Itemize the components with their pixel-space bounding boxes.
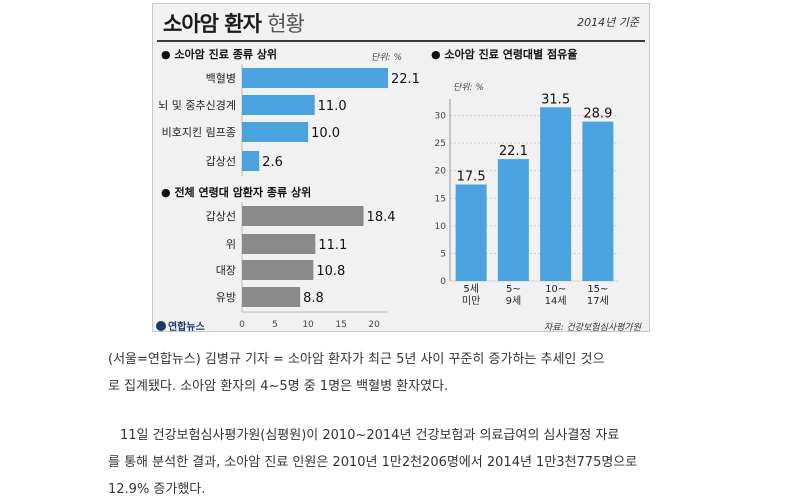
chart1-category-label: 비호지킨 림프종 [162,126,236,139]
chart3-y-tick-label: 20 [435,167,447,177]
chart1-value-label: 11.0 [318,99,347,114]
chart3-category-label: 5세 [463,283,479,295]
chart1-unit-label: 단위: % [371,53,403,63]
chart3-category-label: 15~ [587,284,608,295]
caption-line: (서울=연합뉴스) 김병규 기자 = 소아암 환자가 최근 5년 사이 꾸준히 … [108,352,605,367]
chart1-bar [242,151,260,171]
source-label: 자료: 건강보험심사평가원 [544,323,641,333]
chart3-value-label: 17.5 [457,169,486,184]
caption-paragraph-2: 11일 건강보험심사평가원(심평원)이 2010~2014년 건강보험과 의료급… [108,422,708,503]
chart1-category-label: 뇌 및 중추신경계 [158,99,236,112]
caption-line: 12.9% 증가했다. [108,482,206,497]
chart3-category-label: 14세 [545,295,567,307]
chart2-category-label: 유방 [216,291,236,304]
caption-line: 를 통해 분석한 결과, 소아암 진료 인원은 2010년 1만2천206명에서… [108,455,638,470]
logo-mark-icon [156,321,166,331]
charts-svg: 백혈병 22.1 뇌 및 중추신경계 11.0 비호지킨 림프종 10.0 갑상선 2.6 갑상… [158,64,619,330]
chart3-category-label: 9세 [506,295,522,307]
chart3-bar [582,121,614,281]
caption-paragraph-1: (서울=연합뉴스) 김병규 기자 = 소아암 환자가 최근 5년 사이 꾸준히 … [108,346,708,400]
chart2-bar [242,287,301,307]
chart3-title: ● 소아암 진료 연령대별 점유율 [431,48,578,61]
chart3-bar [497,159,529,281]
caption-line: 11일 건강보험심사평가원(심평원)이 2010~2014년 건강보험과 의료급… [120,428,620,443]
basis-year-label: 2014년 기준 [577,16,639,29]
chart1-category-label: 백혈병 [206,71,236,85]
infographic-panel: 소아암 환자 현황 2014년 기준 ● 소아암 진료 종류 상위 단위: % … [152,3,650,333]
chart3-unit-label: 단위: % [453,83,485,93]
article-caption: (서울=연합뉴스) 김병규 기자 = 소아암 환자가 최근 5년 사이 꾸준히 … [108,346,708,503]
chart3-y-tick-label: 5 [440,249,446,259]
title-divider [157,40,645,42]
chart3-value-label: 28.9 [583,107,612,122]
title-main: 소아암 환자 [163,12,262,36]
chart2-value-label: 18.4 [367,210,396,225]
chart3-category-label: 5~ [506,284,521,295]
chart2-x-tick-label: 15 [335,320,346,330]
chart2-value-label: 10.8 [316,264,345,279]
chart3-y-tick-label: 10 [435,222,447,232]
chart3-bar [540,107,572,281]
chart2-x-tick-label: 10 [302,320,314,330]
chart2-value-label: 8.8 [303,291,324,306]
chart2-category-label: 갑상선 [206,210,236,223]
chart2-bar [242,234,316,254]
chart3-y-tick-label: 0 [440,277,446,287]
chart2-title: ● 전체 연령대 암환자 종류 상위 [161,186,312,199]
chart3-category-label: 17세 [587,295,609,307]
chart2-bar [242,260,314,280]
chart3-value-label: 31.5 [541,92,570,107]
infographic-title: 소아암 환자 현황 [163,8,305,38]
chart3-bar [455,184,487,281]
chart1-bar [242,122,309,142]
chart1-bar [242,68,388,88]
chart1-value-label: 22.1 [391,72,420,87]
chart3-category-label: 10~ [545,284,566,295]
chart3-y-tick-label: 25 [435,139,446,149]
chart3-category-label: 미만 [462,295,480,307]
chart2-bar [242,206,364,226]
title-light: 현황 [267,12,305,36]
chart1-value-label: 2.6 [262,155,283,170]
chart3-y-tick-label: 15 [435,194,446,204]
chart2-x-tick-label: 20 [368,320,380,330]
chart1-title: ● 소아암 진료 종류 상위 [161,48,278,61]
chart2-category-label: 위 [226,238,236,251]
chart3-value-label: 22.1 [499,144,528,159]
chart2-value-label: 11.1 [318,238,347,253]
caption-line: 로 집계됐다. 소아암 환자의 4~5명 중 1명은 백혈병 환자였다. [108,379,449,394]
chart2-x-tick-label: 5 [272,320,278,330]
chart2-x-tick-label: 0 [239,320,245,330]
yonhap-logo: 연합뉴스 [156,318,205,333]
chart1-value-label: 10.0 [311,126,340,141]
chart1-bar [242,95,315,115]
chart1-category-label: 갑상선 [206,155,236,168]
chart3-y-tick-label: 30 [435,112,447,122]
chart2-category-label: 대장 [216,264,236,277]
